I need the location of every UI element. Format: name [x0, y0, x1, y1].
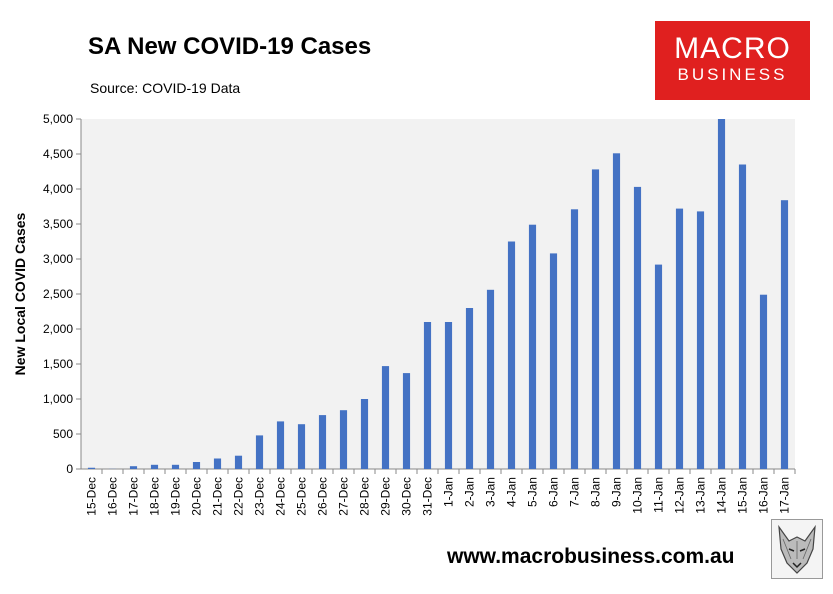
x-tick-label: 7-Jan [568, 477, 582, 507]
x-tick-label: 14-Jan [715, 477, 729, 514]
x-tick-label: 13-Jan [694, 477, 708, 514]
x-tick-label: 9-Jan [610, 477, 624, 507]
bar-27-Dec [339, 410, 348, 469]
y-tick-label: 4,000 [43, 182, 73, 196]
x-tick-label: 18-Dec [148, 477, 162, 516]
x-tick-label: 4-Jan [505, 477, 519, 507]
x-tick-label: 2-Jan [463, 477, 477, 507]
y-tick-label: 2,000 [43, 322, 73, 336]
bar-24-Dec [276, 421, 285, 469]
bar-31-Dec [423, 322, 432, 469]
x-tick-label: 31-Dec [421, 477, 435, 516]
bar-4-Jan [507, 241, 516, 469]
x-tick-label: 17-Jan [778, 477, 792, 514]
x-tick-label: 19-Dec [169, 477, 183, 516]
footer-url: www.macrobusiness.com.au [447, 545, 735, 568]
x-tick-label: 16-Jan [757, 477, 771, 514]
y-axis-label: New Local COVID Cases [12, 212, 28, 375]
x-tick-label: 29-Dec [379, 477, 393, 516]
y-tick-label: 1,000 [43, 392, 73, 406]
y-tick-label: 5,000 [43, 112, 73, 126]
x-tick-label: 12-Jan [673, 477, 687, 514]
bar-16-Jan [759, 294, 768, 469]
x-tick-label: 3-Jan [484, 477, 498, 507]
bar-17-Dec [129, 466, 138, 469]
bar-17-Jan [780, 200, 789, 469]
bar-13-Jan [696, 211, 705, 469]
x-tick-label: 15-Jan [736, 477, 750, 514]
x-tick-label: 20-Dec [190, 477, 204, 516]
y-tick-label: 0 [66, 462, 73, 476]
y-tick-label: 4,500 [43, 147, 73, 161]
bar-25-Dec [297, 424, 306, 469]
bar-19-Dec [171, 464, 180, 469]
x-tick-label: 30-Dec [400, 477, 414, 516]
bar-30-Dec [402, 373, 411, 469]
x-tick-label: 11-Jan [652, 477, 666, 513]
bar-29-Dec [381, 366, 390, 469]
bar-7-Jan [570, 209, 579, 470]
logo-line-2: BUSINESS [677, 65, 788, 84]
bar-15-Dec [87, 467, 96, 469]
x-tick-label: 24-Dec [274, 477, 288, 516]
bar-23-Dec [255, 435, 264, 469]
y-tick-label: 3,500 [43, 217, 73, 231]
bar-8-Jan [591, 169, 600, 469]
x-tick-label: 1-Jan [442, 477, 456, 507]
bar-10-Jan [633, 186, 642, 469]
x-tick-label: 23-Dec [253, 477, 267, 516]
bar-14-Jan [717, 119, 726, 469]
x-tick-label: 28-Dec [358, 477, 372, 516]
bar-26-Dec [318, 415, 327, 469]
y-tick-label: 2,500 [43, 287, 73, 301]
y-tick-label: 1,500 [43, 357, 73, 371]
y-tick-label: 500 [53, 427, 73, 441]
bar-20-Dec [192, 462, 201, 469]
x-tick-label: 6-Jan [547, 477, 561, 507]
chart-title: SA New COVID-19 Cases [88, 33, 372, 60]
bar-9-Jan [612, 153, 621, 470]
bar-2-Jan [465, 308, 474, 469]
bar-11-Jan [654, 264, 663, 469]
x-tick-label: 16-Dec [106, 477, 120, 516]
x-tick-label: 26-Dec [316, 477, 330, 516]
bar-3-Jan [486, 289, 495, 469]
macrobusiness-logo: MACRO BUSINESS [655, 21, 810, 100]
x-tick-label: 17-Dec [127, 477, 141, 516]
x-tick-label: 5-Jan [526, 477, 540, 507]
chart-source: Source: COVID-19 Data [90, 80, 241, 96]
bar-6-Jan [549, 253, 558, 469]
x-tick-label: 8-Jan [589, 477, 603, 507]
bar-28-Dec [360, 399, 369, 469]
plot-area [81, 119, 795, 469]
bar-21-Dec [213, 458, 222, 469]
x-tick-label: 21-Dec [211, 477, 225, 516]
bar-5-Jan [528, 224, 537, 469]
x-tick-label: 27-Dec [337, 477, 351, 516]
wolf-emblem-icon [771, 519, 823, 579]
bar-12-Jan [675, 208, 684, 469]
logo-line-1: MACRO [674, 32, 791, 65]
x-tick-label: 22-Dec [232, 477, 246, 516]
x-tick-label: 15-Dec [85, 477, 99, 516]
bar-15-Jan [738, 164, 747, 469]
bar-1-Jan [444, 322, 453, 469]
y-tick-label: 3,000 [43, 252, 73, 266]
x-tick-label: 25-Dec [295, 477, 309, 516]
x-tick-label: 10-Jan [631, 477, 645, 514]
bar-22-Dec [234, 455, 243, 469]
bar-18-Dec [150, 464, 159, 469]
